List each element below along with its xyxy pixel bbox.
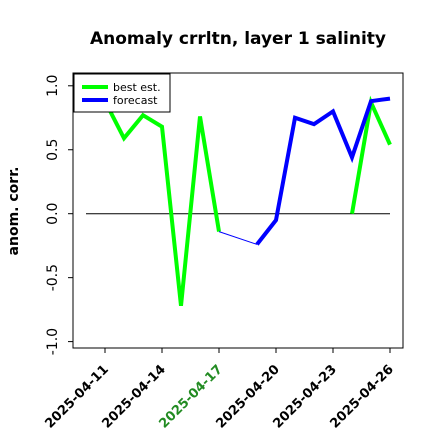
legend: best est.forecast [73, 73, 171, 113]
series-line-0-0 [85, 98, 221, 307]
legend-label-0: best est. [113, 81, 161, 94]
y-axis: -1.0 -0.5 0.0 0.5 1.0 [45, 75, 73, 355]
y-tick-label-2: 0.0 [45, 203, 61, 225]
y-tick-label-3: 0.5 [45, 139, 61, 161]
series-line-0-1 [350, 95, 392, 215]
y-axis-label: anom. corr. [6, 167, 22, 256]
forecast-gap-link [218, 231, 258, 245]
legend-box [73, 73, 171, 113]
x-axis: 2025-04-112025-04-142025-04-172025-04-20… [42, 348, 397, 432]
series-line-1-1 [255, 96, 391, 246]
y-tick-label-4: 1.0 [45, 75, 61, 97]
series-0 [85, 95, 392, 307]
legend-label-1: forecast [113, 94, 158, 107]
plot-frame [72, 72, 404, 349]
y-tick-label-0: -1.0 [45, 328, 61, 355]
plot-area [85, 95, 392, 307]
chart-title: Anomaly crrltn, layer 1 salinity [90, 29, 386, 49]
series-1 [255, 96, 391, 246]
y-tick-label-1: -0.5 [45, 264, 61, 291]
